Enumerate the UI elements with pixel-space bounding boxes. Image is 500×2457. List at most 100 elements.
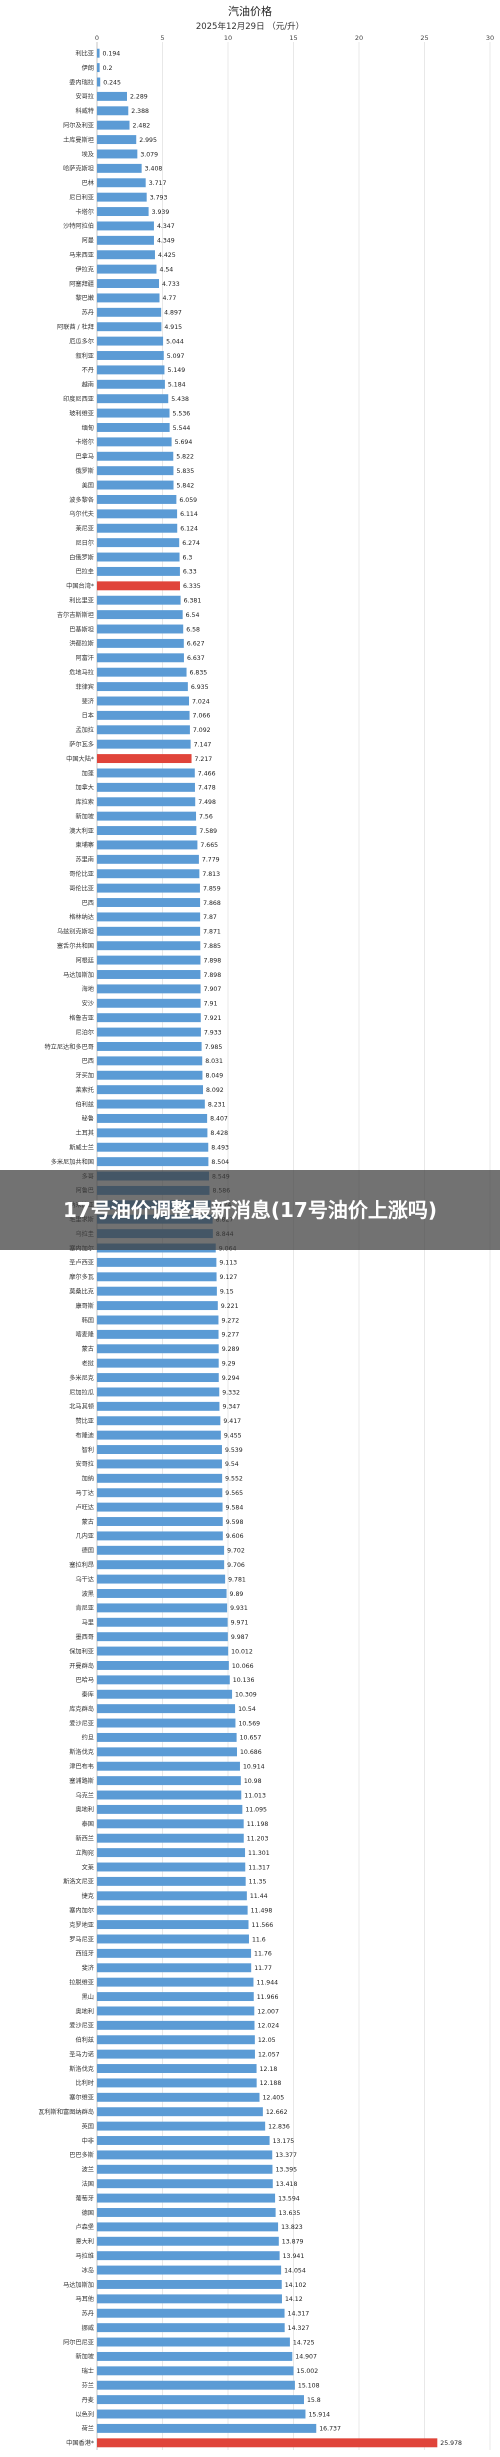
- category-label-95: 赞比亚: [75, 1417, 94, 1425]
- category-label-34: 尼日尔: [75, 539, 94, 547]
- category-label-114: 秦库: [82, 1691, 94, 1699]
- value-label-160: 14.907: [295, 2354, 317, 2361]
- bar-155: [97, 2279, 282, 2289]
- category-label-10: 尼日利亚: [69, 193, 94, 201]
- category-label-0: 利比亚: [75, 50, 94, 58]
- value-label-60: 7.87: [203, 914, 217, 921]
- category-label-35: 白俄罗斯: [69, 553, 94, 561]
- category-label-24: 印度尼西亚: [63, 395, 94, 403]
- category-label-134: 拉脱维亚: [69, 1978, 94, 1986]
- bar-165: [97, 2423, 317, 2433]
- category-label-131: 罗马尼亚: [69, 1935, 94, 1943]
- x-tick-label-3: 15: [289, 34, 297, 42]
- value-label-13: 4.349: [157, 238, 175, 245]
- value-label-100: 9.565: [225, 1490, 243, 1497]
- bar-121: [97, 1790, 242, 1800]
- value-label-39: 6.54: [186, 612, 200, 619]
- value-label-50: 7.466: [198, 770, 216, 777]
- value-label-158: 14.327: [288, 2325, 310, 2332]
- bar-70: [97, 1056, 203, 1066]
- category-label-152: 意大利: [75, 2238, 94, 2246]
- category-label-66: 安沙: [82, 1000, 94, 1008]
- category-label-122: 奥地利: [75, 1806, 94, 1814]
- category-label-13: 阿曼: [82, 237, 94, 245]
- bar-9: [97, 178, 146, 188]
- bar-150: [97, 2208, 276, 2217]
- bar-19: [97, 322, 162, 332]
- value-label-71: 8.049: [205, 1073, 223, 1080]
- value-label-67: 7.921: [204, 1015, 222, 1022]
- value-label-36: 6.33: [183, 569, 197, 576]
- value-label-89: 9.277: [222, 1332, 240, 1339]
- bar-34: [97, 538, 180, 548]
- bar-13: [97, 235, 154, 245]
- value-label-65: 7.907: [204, 986, 222, 993]
- value-label-163: 15.8: [307, 2397, 321, 2404]
- value-label-122: 11.095: [245, 1807, 267, 1814]
- category-label-145: 中非: [82, 2137, 94, 2145]
- category-label-107: 波黑: [82, 1590, 94, 1598]
- value-label-51: 7.478: [198, 785, 216, 792]
- category-label-39: 吉尔吉斯斯坦: [57, 611, 94, 619]
- value-label-118: 10.686: [240, 1749, 262, 1756]
- value-label-42: 6.637: [187, 655, 205, 662]
- bar-146: [97, 2150, 273, 2160]
- value-label-150: 13.635: [279, 2210, 301, 2217]
- value-label-25: 5.536: [173, 410, 191, 417]
- category-label-126: 文莱: [82, 1863, 94, 1871]
- category-label-41: 洪都拉斯: [69, 640, 94, 648]
- value-label-125: 11.301: [248, 1850, 270, 1857]
- category-label-30: 美国: [82, 481, 94, 489]
- category-label-54: 澳大利亚: [69, 827, 94, 835]
- bar-74: [97, 1113, 208, 1123]
- bar-136: [97, 2006, 255, 2016]
- category-label-101: 卢旺达: [75, 1503, 94, 1511]
- value-label-143: 12.662: [266, 2109, 288, 2116]
- value-label-114: 10.309: [235, 1692, 257, 1699]
- bar-166: [97, 2438, 438, 2448]
- x-axis: 0 5 10 15 20 25 30: [95, 34, 494, 42]
- bar-63: [97, 955, 201, 965]
- bar-88: [97, 1315, 219, 1325]
- category-label-40: 巴基斯坦: [69, 625, 94, 633]
- bar-45: [97, 696, 190, 706]
- x-tick-label-4: 20: [355, 34, 363, 42]
- value-label-157: 14.317: [288, 2311, 310, 2318]
- category-label-146: 巴巴多斯: [69, 2151, 94, 2159]
- category-label-128: 捷克: [82, 1892, 94, 1900]
- bar-151: [97, 2222, 279, 2232]
- x-tick-label-1: 5: [160, 34, 164, 42]
- category-label-56: 苏里南: [75, 856, 94, 864]
- category-label-9: 巴林: [82, 179, 94, 187]
- bar-101: [97, 1502, 223, 1512]
- category-label-119: 津巴布韦: [69, 1763, 94, 1771]
- category-label-123: 泰国: [82, 1820, 94, 1828]
- bar-36: [97, 566, 180, 576]
- category-label-2: 委内瑞拉: [69, 78, 94, 86]
- bar-67: [97, 1013, 201, 1023]
- category-label-139: 圣马力诺: [69, 2050, 94, 2058]
- category-label-117: 约旦: [82, 1734, 94, 1742]
- bar-51: [97, 782, 195, 792]
- value-label-62: 7.885: [203, 943, 221, 950]
- value-label-148: 13.418: [276, 2181, 298, 2188]
- category-label-62: 塞舌尔共和国: [57, 942, 94, 950]
- value-label-74: 8.407: [210, 1116, 228, 1123]
- category-label-37: 中国台湾*: [66, 582, 94, 590]
- bar-39: [97, 610, 183, 620]
- value-label-19: 4.915: [164, 324, 182, 331]
- bar-94: [97, 1401, 220, 1411]
- value-label-72: 8.092: [206, 1087, 224, 1094]
- category-label-43: 危地马拉: [69, 668, 94, 676]
- category-label-144: 英国: [82, 2122, 94, 2130]
- value-label-14: 4.425: [158, 252, 176, 259]
- value-label-147: 13.395: [275, 2167, 297, 2174]
- value-label-94: 9.347: [222, 1404, 240, 1411]
- bar-125: [97, 1848, 246, 1858]
- x-tick-label-5: 25: [420, 34, 428, 42]
- chart-title: 汽油价格: [228, 4, 272, 18]
- bar-95: [97, 1416, 221, 1426]
- category-label-44: 菲律宾: [75, 683, 94, 691]
- category-label-85: 摩尔多瓦: [69, 1273, 94, 1281]
- value-label-20: 5.044: [166, 338, 184, 345]
